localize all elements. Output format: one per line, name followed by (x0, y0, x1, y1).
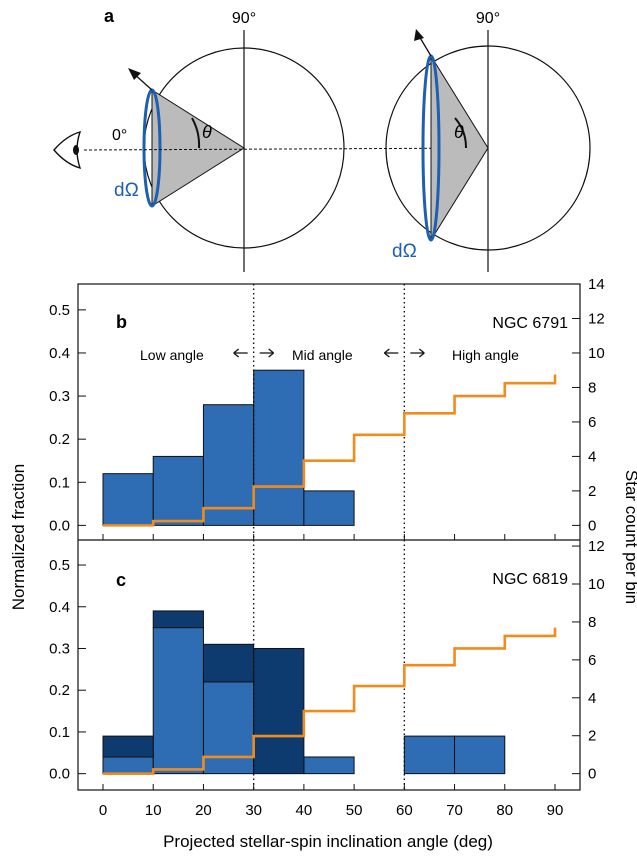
line-of-sight (83, 147, 489, 151)
x-tick-label-3: 30 (245, 802, 262, 819)
bar-c-s1-bin0 (102, 735, 154, 758)
x-tick-label-5: 50 (346, 802, 363, 819)
left-tick-label-b-3: 0.3 (49, 388, 70, 405)
left-tick-label-b-2: 0.2 (49, 431, 70, 448)
right-90-label: 90° (476, 10, 500, 27)
ngc6791-label: NGC 6791 (492, 315, 568, 332)
bar-c-s0-bin1 (152, 627, 204, 775)
right-tick-label-c-3: 6 (588, 652, 596, 669)
right-tick-label-c-5: 10 (588, 576, 605, 593)
right-spin-axis (418, 35, 432, 57)
bar-b-s0-bin3 (253, 369, 305, 526)
y-axis-label-right: Star count per bin (622, 470, 637, 604)
right-theta-arc (454, 117, 468, 149)
left-tick-label-c-2: 0.2 (49, 682, 70, 699)
x-tick-label-8: 80 (496, 802, 513, 819)
x-tick-label-9: 90 (547, 802, 564, 819)
x-tick-label-7: 70 (446, 802, 463, 819)
zero-degree-label: 0° (112, 127, 127, 144)
left-tick-label-c-5: 0.5 (49, 557, 70, 574)
right-tick-label-b-6: 12 (588, 310, 605, 327)
x-tick-label-2: 20 (195, 802, 212, 819)
panel-b-label: b (116, 312, 127, 332)
x-axis-label: Projected stellar-spin inclination angle… (163, 832, 493, 851)
bar-c-s0-bin7 (454, 735, 506, 775)
left-spin-arrow-icon (128, 68, 141, 80)
plot-frame (77, 283, 581, 791)
right-tick-label-b-2: 4 (588, 448, 596, 465)
right-tick-label-b-4: 8 (588, 379, 596, 396)
left-tick-label-b-5: 0.5 (49, 302, 70, 319)
left-tick-label-b-0: 0.0 (49, 517, 70, 534)
panel-a-label: a (104, 6, 115, 26)
bar-b-s0-bin1 (152, 455, 204, 526)
panel-c-label: c (116, 570, 126, 590)
right-tick-label-b-0: 0 (588, 517, 596, 534)
mid-angle-label: Mid angle (292, 347, 353, 363)
reference-line-c (103, 627, 557, 775)
left-tick-label-b-4: 0.4 (49, 345, 70, 362)
right-theta-label: θ (454, 122, 464, 142)
right-cone (430, 54, 489, 242)
right-tick-label-c-0: 0 (588, 766, 596, 783)
bar-c-s0-bin0 (102, 756, 154, 775)
low-angle-label: Low angle (140, 347, 204, 363)
region-arrow-right-icon-0 (259, 348, 275, 358)
panel-c-plot: 0.0 0.1 0.2 0.3 0.4 0.5 0 2 4 6 8 10 12 (49, 538, 605, 790)
region-arrow-left-icon-0 (233, 348, 248, 358)
x-tick-label-1: 10 (145, 802, 162, 819)
x-tick-label-6: 60 (396, 802, 413, 819)
left-tick-label-c-3: 0.3 (49, 640, 70, 657)
right-tick-label-c-4: 8 (588, 614, 596, 631)
left-tick-label-b-1: 0.1 (49, 474, 70, 491)
right-tick-label-c-1: 2 (588, 728, 596, 745)
panel-a: a 90° θ 0° dΩ 90° θ dΩ (53, 6, 591, 272)
bar-c-s0-bin6 (403, 735, 456, 775)
x-tick-label-4: 40 (296, 802, 313, 819)
panel-b-plot: 0.0 0.1 0.2 0.3 0.4 0.5 0 2 4 6 8 10 12 14 (49, 276, 605, 540)
x-axis: 0 10 20 30 40 50 60 70 80 90 (99, 802, 564, 819)
left-tick-label-c-1: 0.1 (49, 724, 70, 741)
right-tick-label-c-6: 12 (588, 538, 605, 555)
y-axis-label-left: Normalized fraction (9, 464, 28, 610)
high-angle-label: High angle (452, 347, 519, 363)
eye-icon (53, 130, 82, 170)
bar-c-s1-bin1 (152, 610, 204, 629)
bar-c-s0-bin2 (202, 681, 255, 775)
right-tick-label-b-7: 14 (588, 276, 605, 293)
right-spin-arrow-icon (414, 29, 424, 41)
bar-b-s0-bin0 (102, 473, 154, 526)
region-arrow-right-icon-1 (410, 348, 425, 358)
left-domega-label: dΩ (114, 180, 139, 201)
left-theta-label: θ (202, 122, 212, 142)
bar-c-s0-bin4 (303, 756, 355, 775)
reference-line-b (103, 374, 557, 527)
left-tick-label-c-0: 0.0 (49, 766, 70, 783)
right-domega-label: dΩ (392, 241, 417, 262)
x-tick-label-0: 0 (99, 802, 107, 819)
right-tick-label-b-3: 6 (588, 414, 596, 431)
left-tick-label-c-4: 0.4 (49, 599, 70, 616)
ngc6819-label: NGC 6819 (492, 571, 568, 588)
bar-b-s0-bin2 (202, 404, 255, 526)
region-arrow-left-icon-1 (383, 348, 399, 358)
bar-c-s1-bin3 (253, 647, 305, 775)
bar-b-s0-bin4 (303, 490, 355, 526)
right-tick-label-b-5: 10 (588, 345, 605, 362)
bar-c-s1-bin2 (202, 643, 255, 683)
left-cone (151, 89, 245, 207)
right-tick-label-b-1: 2 (588, 483, 596, 500)
left-90-label: 90° (232, 10, 256, 27)
right-tick-label-c-2: 4 (588, 690, 596, 707)
left-theta-arc (191, 117, 201, 149)
